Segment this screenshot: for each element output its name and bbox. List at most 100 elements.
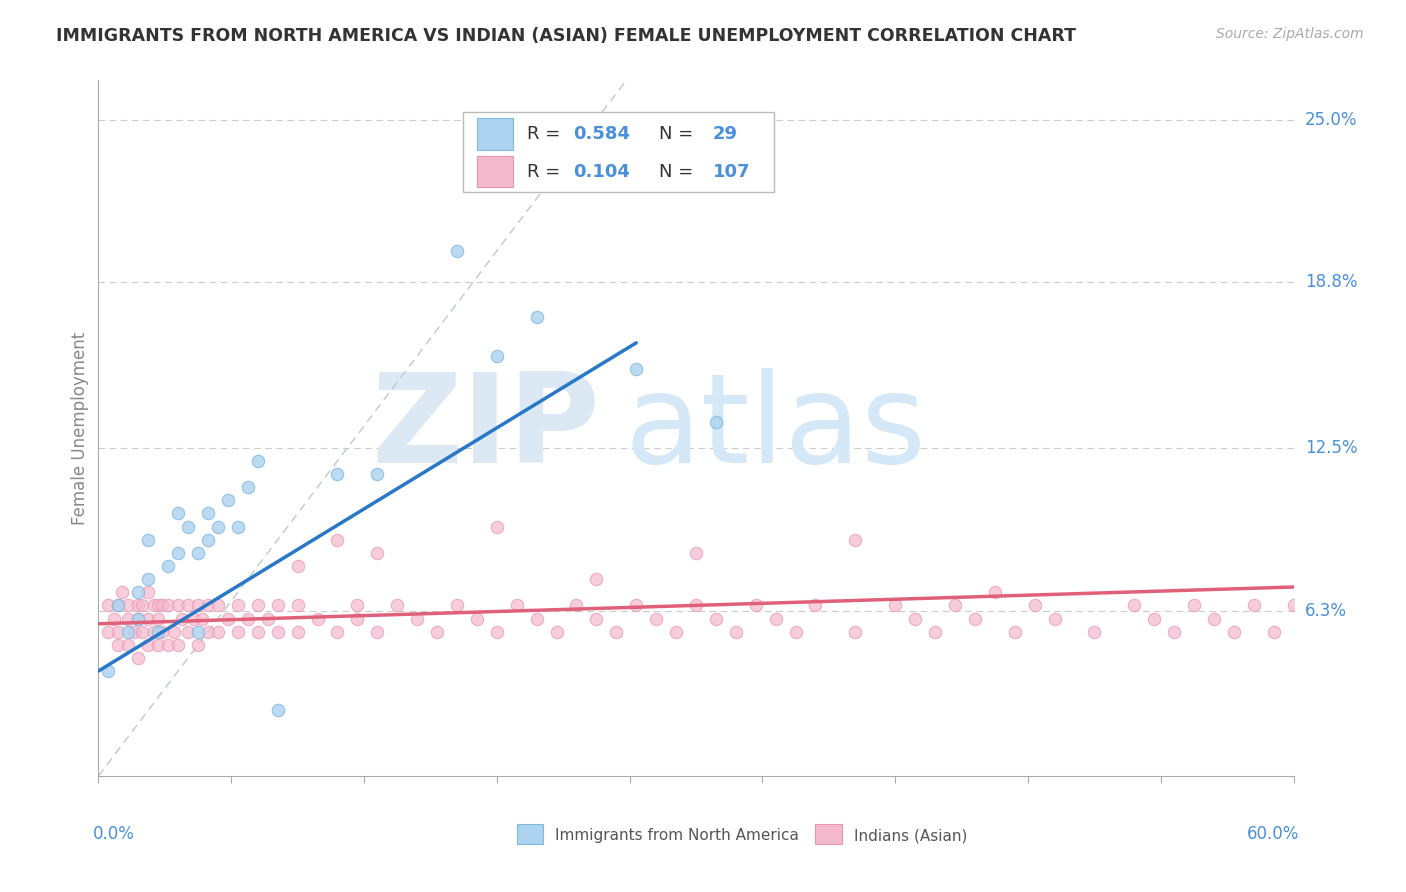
Point	[1024, 599, 1046, 613]
Point	[1282, 599, 1305, 613]
Point	[226, 599, 249, 613]
Point	[1263, 624, 1285, 639]
Bar	[477, 156, 513, 187]
Point	[197, 624, 219, 639]
Point	[183, 611, 205, 625]
Point	[1123, 599, 1146, 613]
Point	[844, 533, 866, 547]
Point	[207, 624, 229, 639]
Bar	[517, 824, 543, 844]
Point	[187, 546, 209, 560]
Point	[131, 624, 153, 639]
Point	[546, 624, 568, 639]
Point	[197, 533, 219, 547]
Point	[163, 624, 186, 639]
Point	[136, 533, 159, 547]
Point	[131, 599, 153, 613]
Point	[1163, 624, 1185, 639]
Point	[177, 519, 200, 533]
Point	[724, 624, 747, 639]
Point	[585, 611, 607, 625]
Point	[287, 599, 309, 613]
Point	[626, 599, 648, 613]
Point	[307, 611, 329, 625]
Point	[844, 624, 866, 639]
Bar	[477, 119, 513, 150]
Point	[366, 467, 388, 482]
Point	[506, 599, 529, 613]
Point	[685, 599, 707, 613]
Point	[136, 585, 159, 599]
Point	[704, 415, 727, 429]
Point	[124, 624, 146, 639]
Point	[97, 599, 120, 613]
Point	[172, 611, 194, 625]
Text: N =: N =	[659, 125, 699, 143]
Text: Indians (Asian): Indians (Asian)	[853, 829, 967, 843]
Point	[226, 624, 249, 639]
Text: 107: 107	[713, 162, 751, 180]
Point	[326, 533, 349, 547]
Point	[117, 624, 139, 639]
Point	[385, 599, 409, 613]
Point	[167, 638, 190, 652]
Point	[485, 519, 508, 533]
Point	[177, 599, 200, 613]
Bar	[815, 824, 842, 844]
Point	[526, 310, 548, 324]
Point	[366, 546, 388, 560]
Point	[117, 611, 139, 625]
Point	[107, 599, 129, 613]
Point	[157, 638, 180, 652]
Point	[884, 599, 907, 613]
Text: 0.584: 0.584	[572, 125, 630, 143]
Point	[150, 599, 173, 613]
Point	[605, 624, 627, 639]
Point	[1182, 599, 1205, 613]
Point	[103, 611, 125, 625]
Point	[236, 611, 259, 625]
Point	[446, 244, 468, 258]
Point	[157, 559, 180, 574]
Text: 12.5%: 12.5%	[1305, 439, 1357, 457]
Point	[485, 349, 508, 363]
Point	[626, 362, 648, 376]
Y-axis label: Female Unemployment: Female Unemployment	[70, 332, 89, 524]
Point	[256, 611, 278, 625]
Point	[107, 624, 129, 639]
Point	[148, 638, 170, 652]
Point	[148, 611, 170, 625]
Point	[97, 664, 120, 678]
Point	[665, 624, 688, 639]
Point	[207, 599, 229, 613]
Point	[246, 624, 269, 639]
Text: ZIP: ZIP	[371, 368, 600, 489]
Text: atlas: atlas	[624, 368, 927, 489]
Point	[585, 572, 607, 586]
Text: R =: R =	[527, 162, 567, 180]
Point	[924, 624, 946, 639]
Point	[143, 624, 166, 639]
Point	[226, 519, 249, 533]
Point	[565, 599, 588, 613]
Point	[107, 638, 129, 652]
Point	[207, 519, 229, 533]
Point	[366, 624, 388, 639]
Point	[267, 599, 290, 613]
Point	[107, 599, 129, 613]
Point	[197, 599, 219, 613]
Text: 6.3%: 6.3%	[1305, 601, 1347, 620]
Point	[1004, 624, 1026, 639]
Point	[136, 572, 159, 586]
Point	[136, 638, 159, 652]
Point	[111, 585, 134, 599]
Point	[191, 611, 214, 625]
Point	[127, 599, 149, 613]
Point	[526, 611, 548, 625]
Point	[785, 624, 807, 639]
Point	[136, 611, 159, 625]
Point	[197, 507, 219, 521]
Point	[426, 624, 449, 639]
Point	[97, 624, 120, 639]
Point	[984, 585, 1007, 599]
